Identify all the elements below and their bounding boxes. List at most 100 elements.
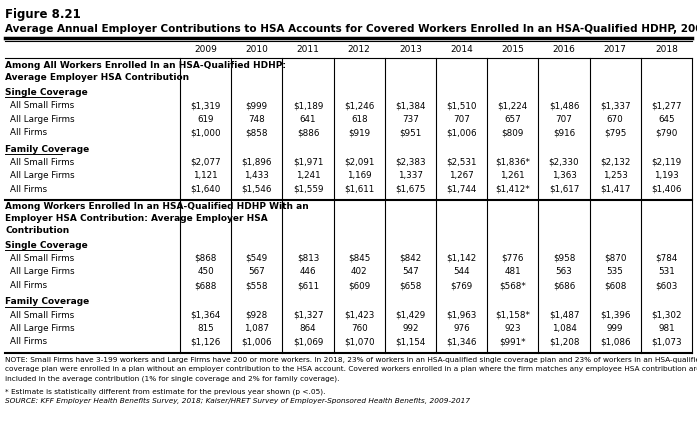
- Text: $958: $958: [553, 254, 575, 263]
- Text: $2,330: $2,330: [549, 158, 579, 166]
- Text: $1,327: $1,327: [293, 310, 323, 319]
- Text: 2013: 2013: [399, 45, 422, 54]
- Text: 641: 641: [300, 115, 316, 124]
- Text: 864: 864: [300, 324, 316, 333]
- Text: $1,189: $1,189: [293, 101, 323, 110]
- Text: 547: 547: [402, 268, 419, 276]
- Text: 2009: 2009: [194, 45, 217, 54]
- Text: 402: 402: [351, 268, 367, 276]
- Text: $1,277: $1,277: [651, 101, 682, 110]
- Text: $1,896: $1,896: [242, 158, 272, 166]
- Text: $1,412*: $1,412*: [496, 184, 530, 193]
- Text: $1,337: $1,337: [600, 101, 631, 110]
- Text: $999: $999: [246, 101, 268, 110]
- Text: $1,406: $1,406: [651, 184, 682, 193]
- Text: $886: $886: [297, 128, 319, 137]
- Text: $991*: $991*: [500, 338, 526, 347]
- Text: $1,559: $1,559: [293, 184, 323, 193]
- Text: 481: 481: [505, 268, 521, 276]
- Text: 1,337: 1,337: [398, 171, 423, 180]
- Text: Family Coverage: Family Coverage: [5, 297, 89, 306]
- Text: included in the average contribution (1% for single coverage and 2% for family c: included in the average contribution (1%…: [5, 376, 339, 383]
- Text: 1,193: 1,193: [654, 171, 679, 180]
- Text: All Large Firms: All Large Firms: [10, 171, 75, 180]
- Text: 815: 815: [197, 324, 214, 333]
- Text: $1,142: $1,142: [447, 254, 477, 263]
- Text: $568*: $568*: [499, 281, 526, 290]
- Text: 1,267: 1,267: [450, 171, 474, 180]
- Text: Figure 8.21: Figure 8.21: [5, 8, 81, 21]
- Text: 657: 657: [505, 115, 521, 124]
- Text: $603: $603: [655, 281, 677, 290]
- Text: 992: 992: [402, 324, 419, 333]
- Text: $1,070: $1,070: [344, 338, 374, 347]
- Text: 976: 976: [453, 324, 470, 333]
- Text: $1,384: $1,384: [395, 101, 426, 110]
- Text: $790: $790: [655, 128, 677, 137]
- Text: All Small Firms: All Small Firms: [10, 101, 75, 110]
- Text: $1,510: $1,510: [446, 101, 477, 110]
- Text: $1,971: $1,971: [293, 158, 323, 166]
- Text: 1,121: 1,121: [193, 171, 218, 180]
- Text: * Estimate is statistically different from estimate for the previous year shown : * Estimate is statistically different fr…: [5, 389, 325, 395]
- Text: 1,169: 1,169: [347, 171, 372, 180]
- Text: 446: 446: [300, 268, 316, 276]
- Text: SOURCE: KFF Employer Health Benefits Survey, 2018; Kaiser/HRET Survey of Employe: SOURCE: KFF Employer Health Benefits Sur…: [5, 398, 470, 404]
- Text: $1,126: $1,126: [190, 338, 221, 347]
- Text: $951: $951: [399, 128, 422, 137]
- Text: 923: 923: [505, 324, 521, 333]
- Text: $549: $549: [245, 254, 268, 263]
- Text: $1,073: $1,073: [651, 338, 682, 347]
- Text: 1,363: 1,363: [551, 171, 576, 180]
- Text: $1,158*: $1,158*: [496, 310, 530, 319]
- Text: $1,423: $1,423: [344, 310, 374, 319]
- Text: NOTE: Small Firms have 3-199 workers and Large Firms have 200 or more workers. I: NOTE: Small Firms have 3-199 workers and…: [5, 357, 697, 363]
- Text: 1,084: 1,084: [551, 324, 576, 333]
- Text: $1,086: $1,086: [600, 338, 631, 347]
- Text: 450: 450: [197, 268, 214, 276]
- Text: $1,640: $1,640: [190, 184, 221, 193]
- Text: $1,487: $1,487: [549, 310, 579, 319]
- Text: 544: 544: [453, 268, 470, 276]
- Text: 737: 737: [402, 115, 419, 124]
- Text: $776: $776: [502, 254, 524, 263]
- Text: $858: $858: [245, 128, 268, 137]
- Text: $1,611: $1,611: [344, 184, 374, 193]
- Text: $2,132: $2,132: [600, 158, 630, 166]
- Text: $609: $609: [348, 281, 370, 290]
- Text: All Small Firms: All Small Firms: [10, 254, 75, 263]
- Text: $1,006: $1,006: [242, 338, 272, 347]
- Text: 981: 981: [658, 324, 675, 333]
- Text: 760: 760: [351, 324, 367, 333]
- Text: All Small Firms: All Small Firms: [10, 158, 75, 166]
- Text: $2,383: $2,383: [395, 158, 426, 166]
- Text: $2,091: $2,091: [344, 158, 374, 166]
- Text: 2018: 2018: [655, 45, 678, 54]
- Text: 999: 999: [607, 324, 623, 333]
- Text: $842: $842: [399, 254, 422, 263]
- Text: $868: $868: [194, 254, 217, 263]
- Text: $1,006: $1,006: [446, 128, 477, 137]
- Text: Average Annual Employer Contributions to HSA Accounts for Covered Workers Enroll: Average Annual Employer Contributions to…: [5, 24, 697, 34]
- Text: 748: 748: [248, 115, 265, 124]
- Text: $686: $686: [553, 281, 575, 290]
- Text: $1,836*: $1,836*: [496, 158, 530, 166]
- Text: $1,346: $1,346: [446, 338, 477, 347]
- Text: $1,246: $1,246: [344, 101, 374, 110]
- Text: $1,302: $1,302: [651, 310, 682, 319]
- Text: $608: $608: [604, 281, 627, 290]
- Text: 707: 707: [556, 115, 572, 124]
- Text: All Small Firms: All Small Firms: [10, 310, 75, 319]
- Text: $2,531: $2,531: [446, 158, 477, 166]
- Text: All Firms: All Firms: [10, 338, 47, 347]
- Text: $809: $809: [502, 128, 524, 137]
- Text: 567: 567: [248, 268, 265, 276]
- Text: 1,433: 1,433: [245, 171, 269, 180]
- Text: 1,087: 1,087: [245, 324, 269, 333]
- Text: All Large Firms: All Large Firms: [10, 268, 75, 276]
- Text: 535: 535: [607, 268, 624, 276]
- Text: 1,253: 1,253: [603, 171, 627, 180]
- Text: Contribution: Contribution: [5, 226, 69, 235]
- Text: $1,154: $1,154: [395, 338, 426, 347]
- Text: $1,396: $1,396: [600, 310, 630, 319]
